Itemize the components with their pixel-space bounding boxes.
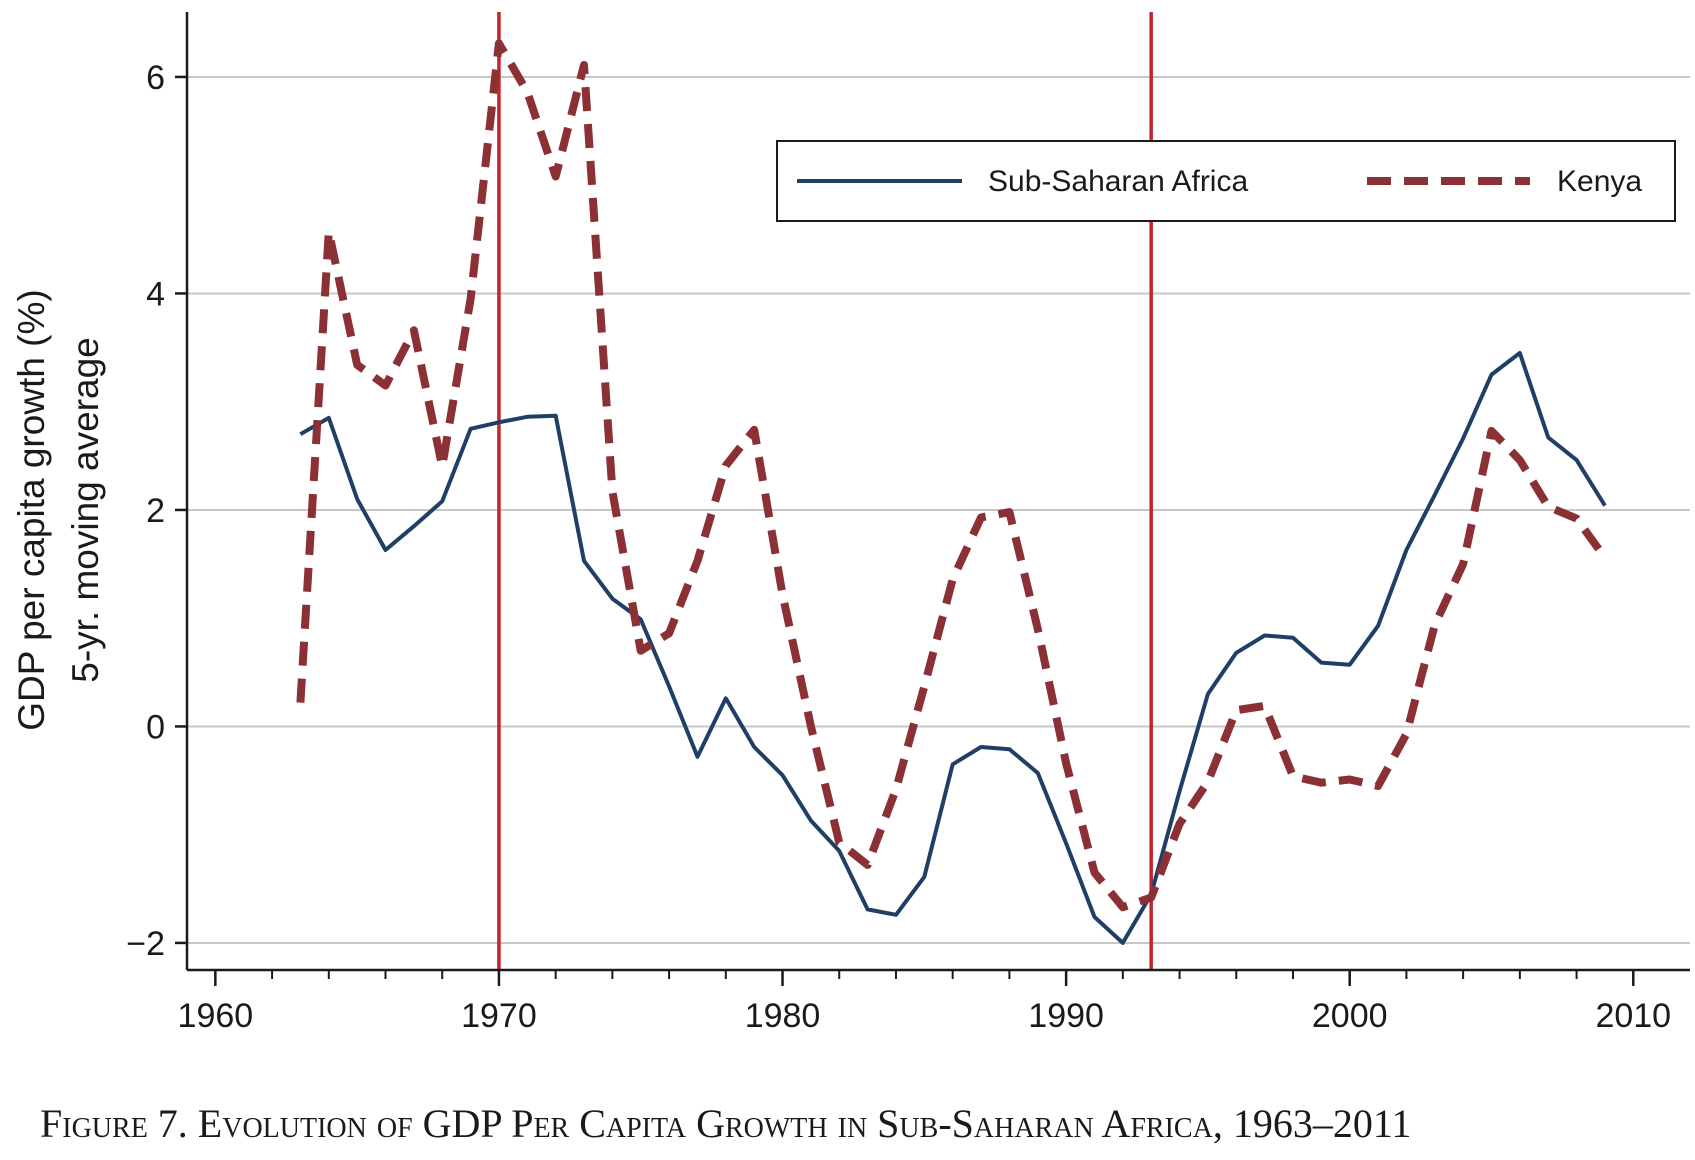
x-tick-label: 2010 <box>1595 997 1671 1035</box>
y-tick-label: 2 <box>146 492 165 530</box>
gridlines <box>187 75 1690 944</box>
gdp-growth-chart: −2 0 2 4 6 1960 1970 1980 1990 2000 2010 GDP per c… <box>11 12 1690 1035</box>
y-tick-label: 0 <box>146 708 165 746</box>
y-axis-title-line1: GDP per capita growth (%) <box>11 289 52 730</box>
y-tick-label: 4 <box>146 275 165 313</box>
caption-title: Evolution of GDP Per Capita Growth in Su… <box>197 1101 1223 1146</box>
x-tick-label: 1980 <box>745 997 821 1035</box>
x-tick-label: 1990 <box>1028 997 1104 1035</box>
x-tick-label: 1960 <box>178 997 254 1035</box>
y-tick-label: −2 <box>126 925 165 963</box>
legend-label-kenya: Kenya <box>1557 165 1642 198</box>
y-tick-label: 6 <box>146 59 165 97</box>
x-tick-label: 1970 <box>461 997 537 1035</box>
y-axis-title-line2: 5-yr. moving average <box>65 337 106 683</box>
caption-figure-number: Figure 7. <box>40 1101 188 1146</box>
legend-label-ssa: Sub-Saharan Africa <box>988 165 1248 198</box>
series-line-kenya <box>296 39 1609 912</box>
caption-years: 1963–2011 <box>1232 1101 1412 1146</box>
legend: Sub-Saharan Africa Kenya <box>776 140 1676 222</box>
series-line-ssa <box>299 351 1607 945</box>
y-axis-title: GDP per capita growth (%) 5-yr. moving a… <box>11 289 106 730</box>
axes: −2 0 2 4 6 1960 1970 1980 1990 2000 2010 <box>126 12 1690 1035</box>
figure-caption: Figure 7. Evolution of GDP Per Capita Gr… <box>40 1100 1670 1147</box>
x-tick-label: 2000 <box>1312 997 1388 1035</box>
series-lines <box>296 39 1609 945</box>
